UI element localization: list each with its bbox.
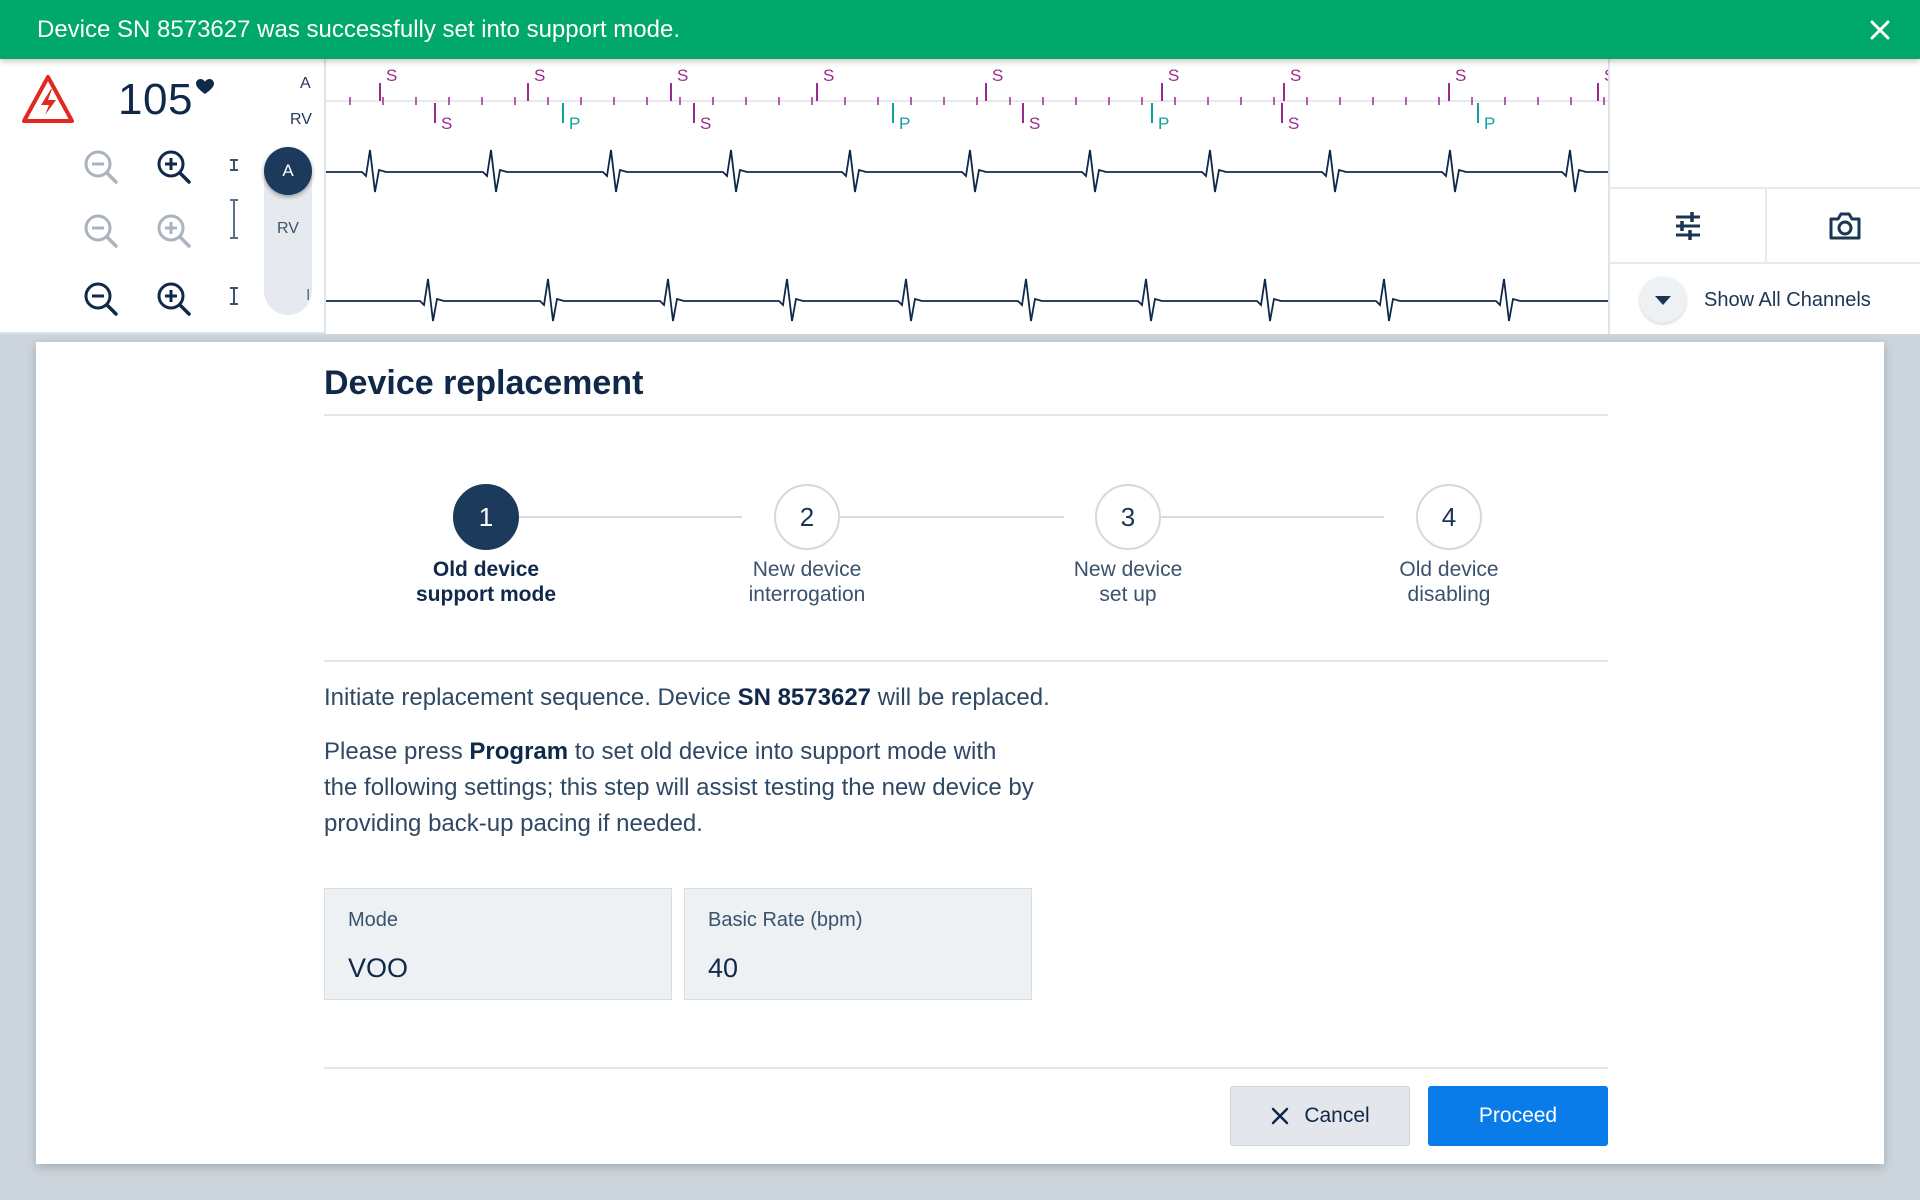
zoom-in-icon[interactable] [154,279,194,319]
cancel-button[interactable]: Cancel [1230,1086,1410,1146]
step-4-label-line1: Old device [1399,558,1499,581]
device-replacement-dialog: Device replacement 1 Old device support … [36,342,1884,1164]
heart-icon [196,79,214,94]
step-1-label: Old device support mode [376,557,596,607]
step-2-label-line2: interrogation [748,583,866,606]
success-notification: Device SN 8573627 was successfully set i… [0,0,1920,59]
intro-suffix: will be replaced. [871,684,1050,711]
instr-prefix: Please press [324,738,470,765]
device-serial: SN 8573627 [737,684,872,711]
step-2-label: New device interrogation [697,557,917,607]
marker-a-label: S [386,66,397,85]
footer-divider [324,1067,1608,1069]
step-3-label-line1: New device [1073,558,1183,581]
marker-a-label: S [1290,66,1301,85]
dialog-title: Device replacement [324,364,644,402]
step-1-label-line2: support mode [416,583,556,606]
intro-text: Initiate replacement sequence. Device SN… [324,680,1050,716]
intro-prefix: Initiate replacement sequence. Device [324,684,738,711]
calibration-icon[interactable] [226,197,242,241]
marker-channel-a-label: A [300,75,311,92]
ecg-trace-a [326,149,1610,193]
lead-label: I [306,287,311,304]
marker-rv-label: P [899,114,910,133]
vitals-panel: 105 A RV [0,59,324,334]
step-3-label: New device set up [1018,557,1238,607]
calibration-icon[interactable] [226,285,242,307]
zoom-out-icon[interactable] [81,279,121,319]
chevron-down-icon [1655,296,1671,305]
step-3-indicator: 3 [1095,484,1161,550]
zoom-in-icon[interactable] [154,147,194,187]
expand-circle [1640,277,1686,323]
stepper-divider [324,660,1608,662]
cancel-label: Cancel [1304,1104,1370,1127]
program-keyword: Program [469,738,569,765]
show-all-channels-label: Show All Channels [1704,288,1871,311]
step-connector [519,516,742,518]
zoom-in-icon[interactable] [154,211,194,251]
basic-rate-value: 40 [708,953,739,983]
marker-a-label: S [677,66,688,85]
marker-a-label: S [1455,66,1466,85]
marker-rv-label: P [1158,114,1169,133]
mode-value: VOO [348,953,409,983]
channel-a-button[interactable]: A [264,147,312,195]
zoom-out-icon[interactable] [81,211,121,251]
marker-a-label: S [534,66,545,85]
step-4-label-line2: disabling [1407,583,1491,606]
step-2-label-line1: New device [752,558,862,581]
marker-a-label: S [1168,66,1179,85]
calibration-icon[interactable] [226,157,242,173]
step-4-label: Old device disabling [1339,557,1559,607]
step-2-indicator: 2 [774,484,840,550]
marker-rv-label: P [1484,114,1495,133]
marker-a-label: S [992,66,1003,85]
marker-rv-label: P [569,114,580,133]
camera-icon [1829,212,1860,239]
marker-rv-label: S [1029,114,1040,133]
step-connector [1161,516,1384,518]
notification-message: Device SN 8573627 was successfully set i… [37,15,680,43]
show-all-channels-button[interactable]: Show All Channels [1640,277,1871,323]
ecg-trace-lead-i [326,278,1610,322]
step-1-indicator: 1 [453,484,519,550]
marker-channel-rv-label: RV [290,111,312,128]
marker-rv-label: S [1288,114,1299,133]
step-4-indicator: 4 [1416,484,1482,550]
monitor-toolbar [1610,187,1920,264]
instructions-text: Please press Program to set old device i… [324,734,1034,842]
sliders-icon [1675,211,1700,240]
instr-line1-suffix: to set old device into support mode with [568,738,997,765]
marker-a-label: S [823,66,834,85]
channel-rv-button[interactable]: RV [277,220,299,237]
close-icon [1272,1107,1289,1125]
monitoring-header: 105 A RV [0,59,1920,334]
mode-field: Mode VOO [324,888,672,1000]
heart-rate-value: 105 [118,75,193,124]
close-icon[interactable] [1866,16,1894,44]
progress-stepper: 1 Old device support mode 2 New device i… [324,482,1608,622]
zoom-out-icon[interactable] [81,147,121,187]
step-1-label-line1: Old device [432,558,540,581]
step-3-label-line2: set up [1099,583,1157,606]
proceed-button[interactable]: Proceed [1428,1086,1608,1146]
step-connector [840,516,1064,518]
monitor-tools-panel: Show All Channels [1608,59,1920,334]
title-divider [324,414,1608,416]
shock-warning-icon [22,75,74,123]
ecg-waveforms: S S S S S S S S SS P S P S P S P [326,66,1615,322]
basic-rate-field: Basic Rate (bpm) 40 [684,888,1032,1000]
marker-rv-label: S [700,114,711,133]
marker-rv-label: S [441,114,452,133]
mode-label: Mode [348,909,399,931]
instr-line2: the following settings; this step will a… [324,774,1034,801]
basic-rate-label: Basic Rate (bpm) [708,909,863,931]
instr-line3: providing back-up pacing if needed. [324,810,703,837]
snapshot-button[interactable] [1765,189,1920,262]
settings-button[interactable] [1610,189,1765,262]
